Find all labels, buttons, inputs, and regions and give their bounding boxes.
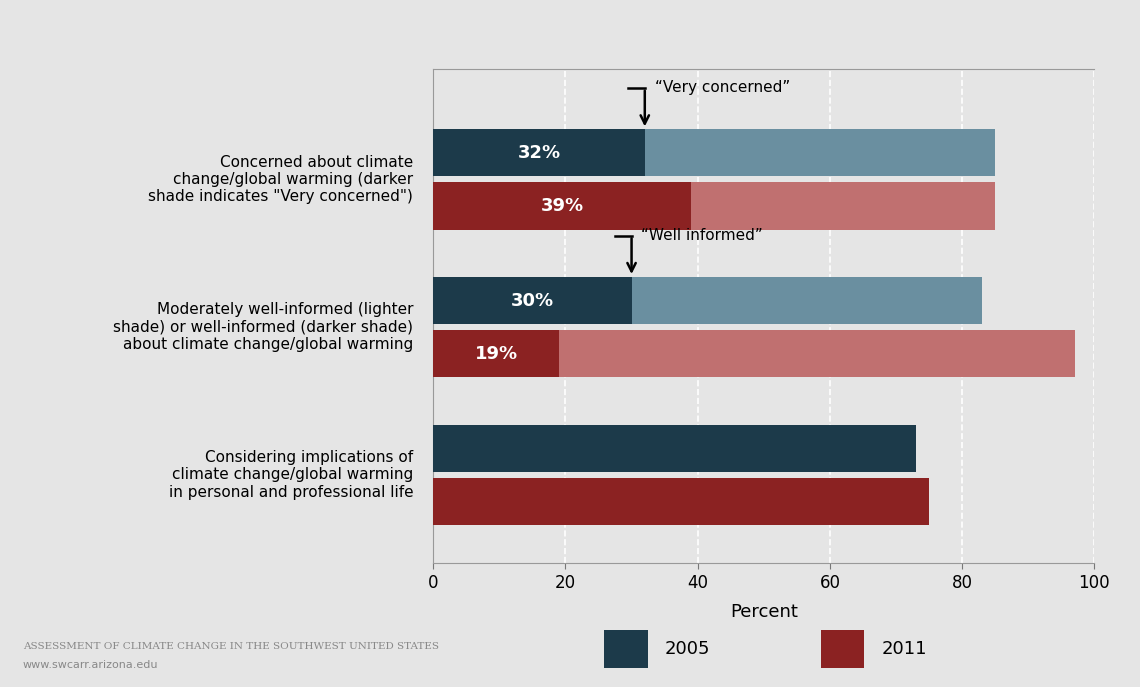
Text: 32%: 32% xyxy=(518,144,561,162)
X-axis label: Percent: Percent xyxy=(730,603,798,621)
Text: 2011: 2011 xyxy=(881,640,927,658)
Text: www.swcarr.arizona.edu: www.swcarr.arizona.edu xyxy=(23,660,158,670)
FancyBboxPatch shape xyxy=(821,631,864,668)
Text: Considering implications of
climate change/global warming
in personal and profes: Considering implications of climate chan… xyxy=(169,450,414,499)
Text: 39%: 39% xyxy=(540,197,584,215)
Text: 30%: 30% xyxy=(511,291,554,310)
Bar xyxy=(433,277,632,324)
Bar xyxy=(433,129,645,177)
Bar xyxy=(433,477,929,525)
Text: “Well informed”: “Well informed” xyxy=(642,228,763,243)
Bar xyxy=(559,330,1075,377)
Bar xyxy=(645,129,995,177)
Bar xyxy=(691,182,995,229)
Text: “Very concerned”: “Very concerned” xyxy=(654,80,790,95)
Text: 2005: 2005 xyxy=(665,640,710,658)
Bar xyxy=(433,425,915,472)
Text: Concerned about climate
change/global warming (darker
shade indicates "Very conc: Concerned about climate change/global wa… xyxy=(148,155,414,204)
Text: 19%: 19% xyxy=(474,345,518,363)
Text: Moderately well-informed (lighter
shade) or well-informed (darker shade)
about c: Moderately well-informed (lighter shade)… xyxy=(113,302,414,352)
Bar xyxy=(433,182,691,229)
Bar xyxy=(433,330,559,377)
Text: ASSESSMENT OF CLIMATE CHANGE IN THE SOUTHWEST UNITED STATES: ASSESSMENT OF CLIMATE CHANGE IN THE SOUT… xyxy=(23,642,439,651)
Bar xyxy=(632,277,982,324)
FancyBboxPatch shape xyxy=(604,631,648,668)
